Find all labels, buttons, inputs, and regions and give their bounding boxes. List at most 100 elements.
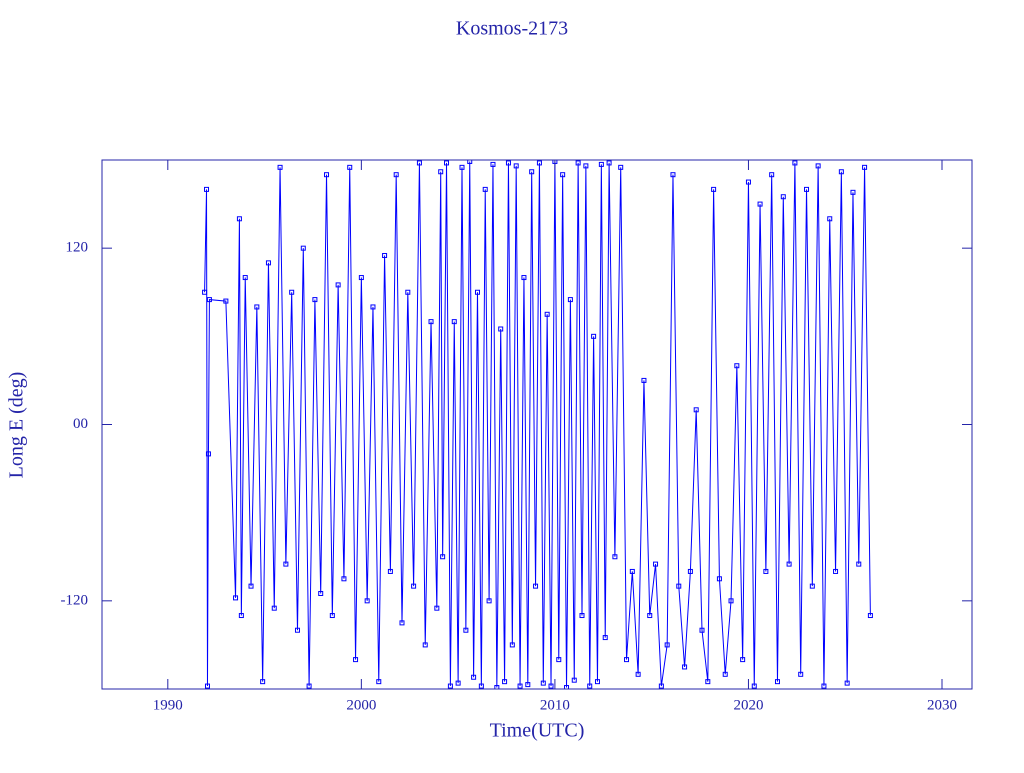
point-marker [411, 583, 417, 589]
point-marker [856, 561, 862, 567]
point-marker [509, 642, 515, 648]
point-marker [502, 679, 508, 685]
point-marker [682, 664, 688, 670]
point-marker [664, 642, 670, 648]
point-marker [556, 657, 562, 663]
point-marker [498, 326, 504, 332]
point-marker [602, 635, 608, 641]
y-axis-label: Long E (deg) [6, 372, 28, 479]
point-marker [711, 186, 717, 192]
point-marker [862, 164, 868, 170]
point-marker [629, 568, 635, 574]
point-marker [478, 683, 484, 689]
point-marker [658, 683, 664, 689]
point-marker [405, 289, 411, 295]
point-marker [606, 160, 612, 166]
point-marker [567, 297, 573, 303]
point-marker [699, 627, 705, 633]
point-marker [206, 297, 212, 303]
point-marker [521, 275, 527, 281]
point-marker [676, 583, 682, 589]
point-marker [745, 179, 751, 185]
plot-area [202, 160, 873, 689]
point-marker [370, 304, 376, 310]
point-marker [809, 583, 815, 589]
y-tick-label: 120 [66, 240, 89, 256]
point-marker [560, 172, 566, 178]
point-marker [329, 613, 335, 619]
point-marker [387, 568, 393, 574]
point-marker [300, 245, 306, 251]
point-marker [533, 583, 539, 589]
point-marker [804, 186, 810, 192]
point-marker [277, 164, 283, 170]
point-marker [612, 554, 618, 560]
x-tick-label: 2000 [346, 697, 376, 713]
point-marker [653, 561, 659, 567]
point-marker [844, 680, 850, 686]
point-marker [624, 657, 630, 663]
point-marker [513, 163, 519, 169]
point-marker [705, 679, 711, 685]
point-marker [838, 169, 844, 175]
point-marker [440, 554, 446, 560]
y-tick-label: 00 [73, 416, 88, 432]
point-marker [205, 451, 211, 457]
point-marker [740, 657, 746, 663]
point-marker [575, 160, 581, 166]
point-marker [517, 683, 523, 689]
point-marker [312, 297, 318, 303]
point-marker [635, 671, 641, 677]
point-marker [393, 172, 399, 178]
point-marker [434, 605, 440, 611]
point-marker [260, 679, 266, 685]
point-marker [780, 194, 786, 200]
point-marker [422, 642, 428, 648]
point-marker [763, 568, 769, 574]
point-marker [318, 590, 324, 596]
point-marker [376, 679, 382, 685]
point-marker [416, 160, 422, 166]
point-marker [850, 189, 856, 195]
point-marker [202, 289, 208, 295]
point-marker [598, 161, 604, 167]
point-marker [451, 319, 457, 325]
y-tick-label: -120 [61, 592, 89, 608]
point-marker [579, 613, 585, 619]
point-marker [438, 169, 444, 175]
point-marker [271, 605, 277, 611]
point-marker [536, 160, 542, 166]
point-marker [428, 319, 434, 325]
point-marker [594, 679, 600, 685]
point-marker [482, 186, 488, 192]
point-marker [447, 683, 453, 689]
point-marker [867, 613, 873, 619]
point-marker [647, 613, 653, 619]
point-marker [294, 627, 300, 633]
point-marker [774, 679, 780, 685]
point-marker [815, 163, 821, 169]
point-marker [833, 568, 839, 574]
point-marker [786, 561, 792, 567]
point-marker [618, 164, 624, 170]
point-marker [544, 311, 550, 317]
point-marker [341, 576, 347, 582]
point-marker [670, 172, 676, 178]
point-marker [233, 595, 239, 601]
point-marker [238, 613, 244, 619]
point-marker [248, 583, 254, 589]
point-marker [571, 677, 577, 683]
point-marker [583, 163, 589, 169]
point-marker [364, 598, 370, 604]
point-marker [486, 598, 492, 604]
point-marker [204, 683, 210, 689]
point-marker [459, 164, 465, 170]
point-marker [722, 671, 728, 677]
point-marker [505, 160, 511, 166]
point-marker [283, 561, 289, 567]
x-tick-label: 2030 [927, 697, 957, 713]
point-marker [223, 298, 229, 304]
point-marker [236, 216, 242, 222]
point-marker [353, 657, 359, 663]
